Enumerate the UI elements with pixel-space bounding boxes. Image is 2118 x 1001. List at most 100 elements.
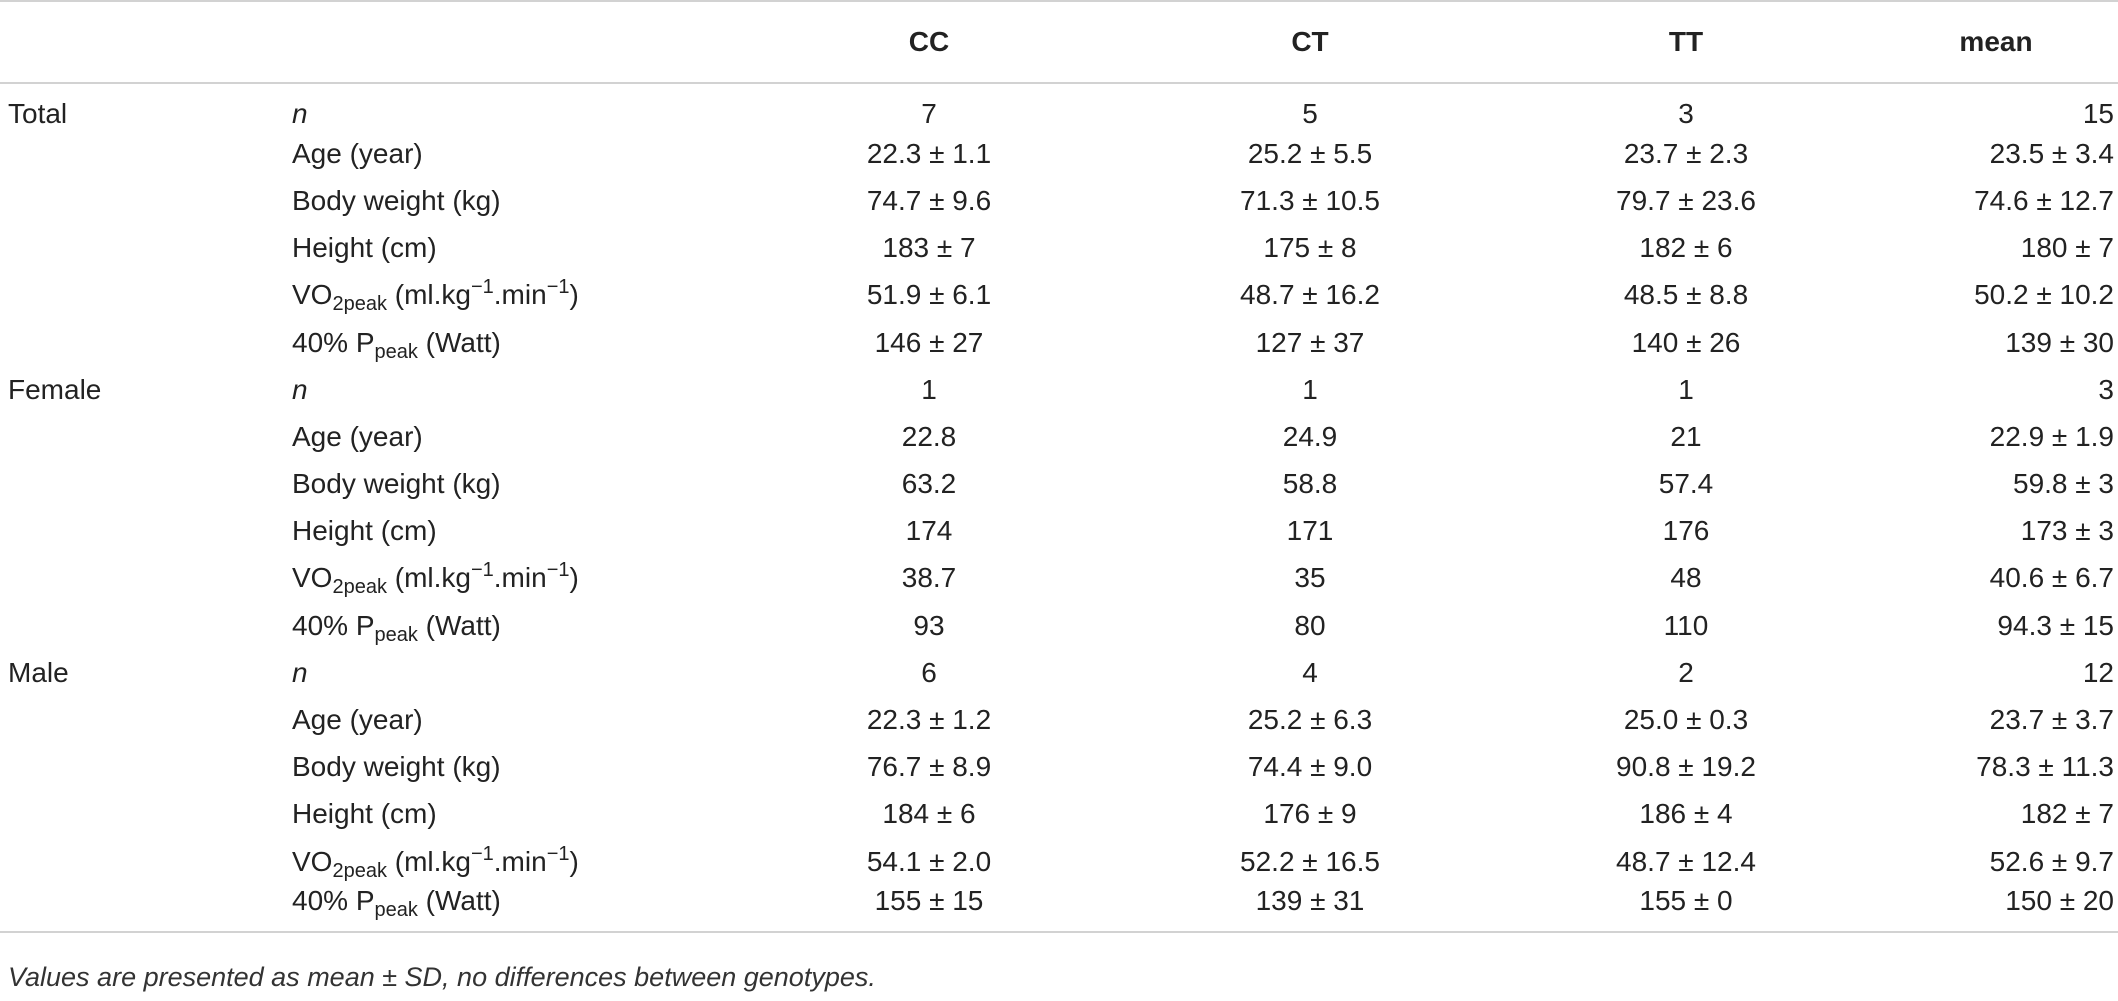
group-cell-empty [0, 461, 292, 508]
group-label-total: Total [8, 98, 68, 130]
table-row: Age (year) 22.8 24.9 21 22.9 ± 1.9 [0, 413, 2118, 460]
cell-mean: 74.6 ± 12.7 [1974, 184, 2114, 216]
table-row: Age (year) 22.3 ± 1.1 25.2 ± 5.5 23.7 ± 2.3… [0, 130, 2118, 177]
variable-label: Body weight (kg) [292, 184, 501, 216]
table-row: Male n 6 4 2 12 [0, 649, 2118, 696]
table-row: Height (cm) 183 ± 7 175 ± 8 182 ± 6 180 ± 7 [0, 225, 2118, 272]
table-body: Total n 7 5 3 15 Age (year) 22.3 ± 1.1 25.2 ± 5.… [0, 83, 2118, 933]
group-cell-empty [0, 508, 292, 555]
group-cell-empty [0, 130, 292, 177]
group-cell-empty [0, 885, 292, 932]
table-row: 40% Ppeak (Watt) 93 80 110 94.3 ± 15 [0, 602, 2118, 649]
cell-ct: 175 ± 8 [1263, 232, 1357, 264]
cell-tt: 176 [1662, 515, 1710, 547]
variable-label: 40% Ppeak (Watt) [292, 885, 501, 922]
cell-ct: 176 ± 9 [1263, 798, 1357, 830]
group-cell-empty [0, 413, 292, 460]
header-cell-tt: TT [1668, 26, 1704, 57]
cell-cc: 155 ± 15 [874, 885, 984, 917]
cell-tt: 48 [1670, 562, 1702, 594]
table-row: Age (year) 22.3 ± 1.2 25.2 ± 6.3 25.0 ± 0.3… [0, 696, 2118, 743]
group-cell-empty [0, 272, 292, 319]
group-cell-empty [0, 602, 292, 649]
cell-cc: 22.3 ± 1.2 [866, 704, 992, 736]
cell-cc: 6 [921, 656, 937, 688]
cell-ct: 127 ± 37 [1255, 326, 1365, 358]
header-cell-ct: CT [1291, 26, 1329, 57]
table-row: 40% Ppeak (Watt) 146 ± 27 127 ± 37 140 ± 26… [0, 319, 2118, 366]
cell-cc: 7 [921, 98, 937, 130]
cell-cc: 184 ± 6 [882, 798, 976, 830]
variable-label: Age (year) [292, 137, 423, 169]
group-cell-empty [0, 555, 292, 602]
cell-cc: 38.7 [901, 562, 957, 594]
cell-mean: 94.3 ± 15 [1997, 609, 2114, 641]
cell-cc: 146 ± 27 [874, 326, 984, 358]
cell-ct: 52.2 ± 16.5 [1240, 845, 1380, 877]
table-footnote: Values are presented as mean ± SD, no di… [8, 962, 876, 992]
cell-ct: 48.7 ± 16.2 [1240, 279, 1380, 311]
cell-mean: 3 [2098, 373, 2114, 405]
variable-label: VO2peak (ml.kg−1.min−1) [292, 559, 579, 599]
cell-ct: 35 [1294, 562, 1326, 594]
cell-tt: 23.7 ± 2.3 [1623, 137, 1749, 169]
cell-tt: 110 [1663, 609, 1709, 641]
table-row: Total n 7 5 3 15 [0, 83, 2118, 130]
data-table: CC CT TT mean Total n 7 5 3 15 Age (year) 22.3 … [0, 1, 2118, 933]
cell-ct: 4 [1302, 656, 1318, 688]
cell-tt: 182 ± 6 [1639, 232, 1733, 264]
cell-mean: 12 [2082, 656, 2114, 688]
cell-tt: 140 ± 26 [1631, 326, 1741, 358]
cell-ct: 71.3 ± 10.5 [1240, 184, 1380, 216]
cell-mean: 150 ± 20 [2005, 885, 2114, 917]
cell-tt: 2 [1678, 656, 1694, 688]
cell-cc: 22.8 [901, 420, 957, 452]
table-row: VO2peak (ml.kg−1.min−1) 38.7 35 48 40.6 ± 6.… [0, 555, 2118, 602]
cell-tt: 186 ± 4 [1639, 798, 1733, 830]
cell-mean: 23.7 ± 3.7 [1989, 704, 2114, 736]
variable-label: Body weight (kg) [292, 751, 501, 783]
cell-mean: 22.9 ± 1.9 [1989, 420, 2114, 452]
cell-cc: 63.2 [901, 468, 957, 500]
table-row: VO2peak (ml.kg−1.min−1) 54.1 ± 2.0 52.2 ± … [0, 838, 2118, 885]
variable-label: Body weight (kg) [292, 468, 501, 500]
header-row: CC CT TT mean [0, 1, 2118, 83]
cell-cc: 22.3 ± 1.1 [866, 137, 992, 169]
group-label-male: Male [8, 656, 69, 688]
group-cell-empty [0, 744, 292, 791]
cell-ct: 5 [1302, 98, 1318, 130]
variable-label: VO2peak (ml.kg−1.min−1) [292, 276, 579, 316]
cell-ct: 139 ± 31 [1255, 885, 1365, 917]
variable-label: n [292, 373, 308, 405]
cell-ct: 171 [1286, 515, 1334, 547]
cell-ct: 25.2 ± 6.3 [1247, 704, 1373, 736]
table-header: CC CT TT mean [0, 1, 2118, 83]
header-cell-variable [292, 1, 736, 83]
data-table-container: CC CT TT mean Total n 7 5 3 15 Age (year) 22.3 … [0, 1, 2118, 933]
cell-mean: 52.6 ± 9.7 [1989, 845, 2114, 877]
cell-tt: 155 ± 0 [1639, 885, 1733, 917]
group-cell-empty [0, 696, 292, 743]
cell-tt: 79.7 ± 23.6 [1616, 184, 1756, 216]
variable-label: Height (cm) [292, 515, 437, 547]
table-row: Female n 1 1 1 3 [0, 366, 2118, 413]
cell-tt: 21 [1670, 420, 1702, 452]
cell-cc: 76.7 ± 8.9 [866, 751, 992, 783]
table-row: Body weight (kg) 76.7 ± 8.9 74.4 ± 9.0 90.8… [0, 744, 2118, 791]
variable-label: n [292, 656, 308, 688]
group-cell-empty [0, 177, 292, 224]
group-label-female: Female [8, 373, 102, 405]
cell-ct: 24.9 [1282, 420, 1338, 452]
variable-label: VO2peak (ml.kg−1.min−1) [292, 842, 579, 882]
cell-mean: 139 ± 30 [2005, 326, 2114, 358]
cell-mean: 50.2 ± 10.2 [1974, 279, 2114, 311]
group-cell-empty [0, 225, 292, 272]
table-row: Body weight (kg) 74.7 ± 9.6 71.3 ± 10.5 79.… [0, 177, 2118, 224]
group-cell-empty [0, 791, 292, 838]
cell-tt: 48.5 ± 8.8 [1623, 279, 1749, 311]
cell-mean: 173 ± 3 [2020, 515, 2114, 547]
table-row: Body weight (kg) 63.2 58.8 57.4 59.8 ± 3 [0, 461, 2118, 508]
table-row: Height (cm) 184 ± 6 176 ± 9 186 ± 4 182 ± 7 [0, 791, 2118, 838]
variable-label: Height (cm) [292, 798, 437, 830]
cell-ct: 25.2 ± 5.5 [1247, 137, 1373, 169]
